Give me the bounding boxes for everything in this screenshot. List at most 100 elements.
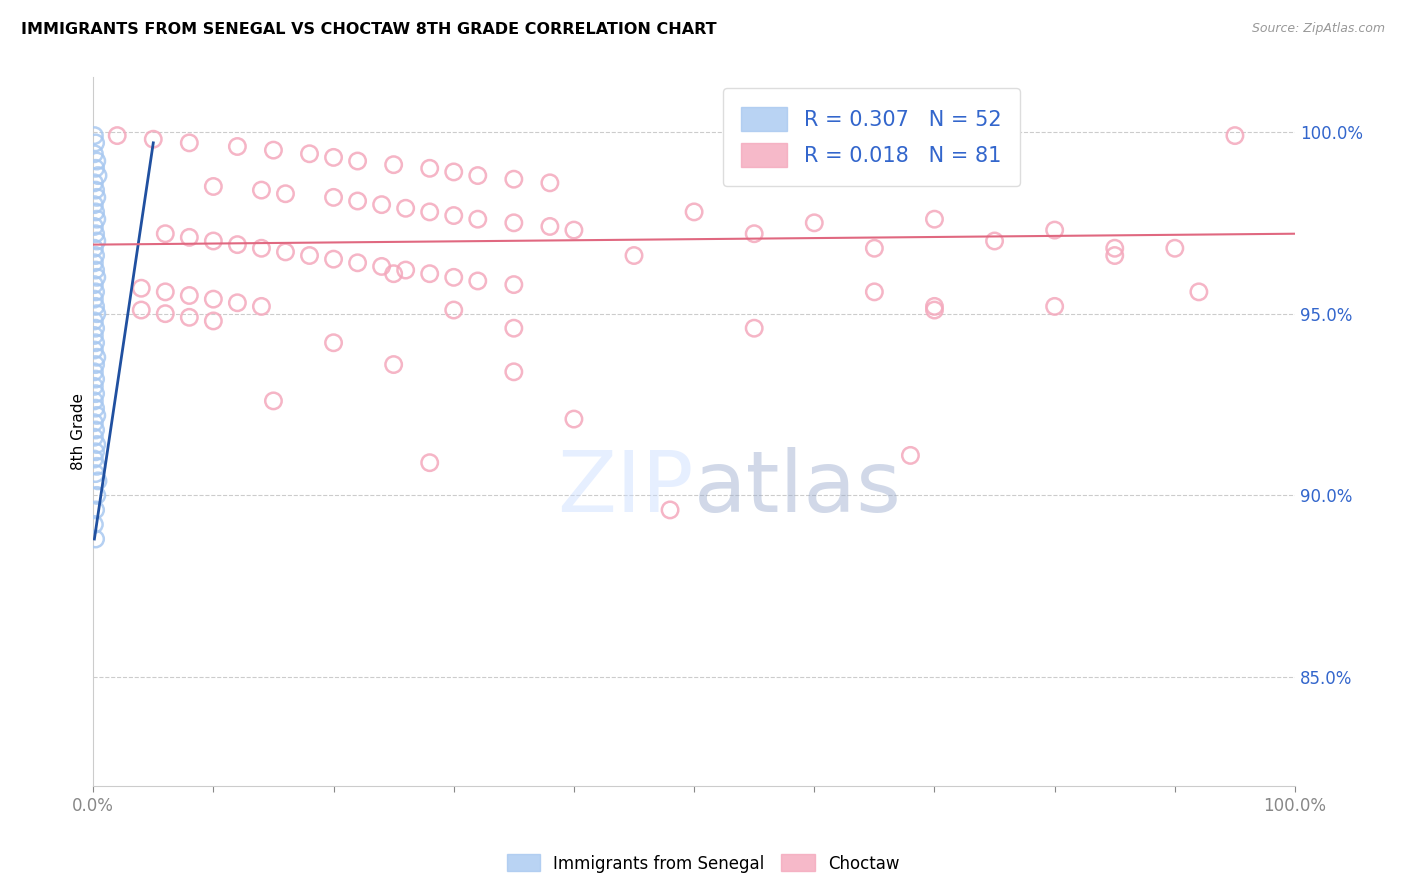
Point [262, 143, 284, 157]
Point [87, 169, 110, 183]
Point [226, 237, 249, 252]
Point [502, 172, 524, 186]
Point [83, 128, 105, 143]
Point [129, 303, 152, 318]
Point [86, 154, 108, 169]
Point [84, 386, 107, 401]
Point [467, 212, 489, 227]
Point [84, 227, 107, 241]
Point [395, 201, 418, 215]
Point [1188, 285, 1211, 299]
Point [924, 212, 946, 227]
Point [179, 230, 201, 244]
Point [443, 303, 465, 318]
Point [83, 277, 105, 292]
Point [226, 295, 249, 310]
Point [86, 409, 108, 423]
Point [562, 412, 585, 426]
Point [250, 300, 273, 314]
Point [83, 379, 105, 393]
Y-axis label: 8th Grade: 8th Grade [72, 393, 86, 470]
Point [86, 459, 108, 474]
Point [83, 416, 105, 430]
Point [419, 205, 441, 219]
Point [86, 351, 108, 365]
Point [419, 456, 441, 470]
Point [502, 277, 524, 292]
Point [382, 267, 405, 281]
Point [538, 176, 561, 190]
Point [86, 437, 108, 451]
Point [863, 285, 886, 299]
Point [502, 216, 524, 230]
Point [83, 517, 105, 532]
Point [87, 474, 110, 488]
Text: Source: ZipAtlas.com: Source: ZipAtlas.com [1251, 22, 1385, 36]
Point [538, 219, 561, 234]
Point [250, 241, 273, 255]
Point [202, 179, 225, 194]
Point [502, 321, 524, 335]
Point [924, 300, 946, 314]
Point [83, 146, 105, 161]
Point [86, 488, 108, 502]
Point [1223, 128, 1246, 143]
Point [84, 532, 107, 546]
Point [83, 314, 105, 328]
Point [83, 328, 105, 343]
Point [83, 393, 105, 408]
Point [84, 205, 107, 219]
Point [250, 183, 273, 197]
Point [84, 321, 107, 335]
Point [86, 190, 108, 204]
Point [84, 136, 107, 150]
Point [84, 467, 107, 481]
Point [443, 270, 465, 285]
Point [83, 452, 105, 467]
Point [155, 307, 177, 321]
Point [298, 248, 321, 262]
Point [86, 212, 108, 227]
Point [382, 158, 405, 172]
Point [419, 267, 441, 281]
Point [83, 219, 105, 234]
Point [742, 227, 765, 241]
Point [443, 165, 465, 179]
Point [502, 365, 524, 379]
Point [1043, 300, 1066, 314]
Text: ZIP: ZIP [558, 447, 695, 530]
Text: IMMIGRANTS FROM SENEGAL VS CHOCTAW 8TH GRADE CORRELATION CHART: IMMIGRANTS FROM SENEGAL VS CHOCTAW 8TH G… [21, 22, 717, 37]
Point [202, 314, 225, 328]
Point [346, 194, 368, 208]
Point [683, 205, 706, 219]
Point [84, 401, 107, 416]
Point [84, 444, 107, 458]
Legend: R = 0.307   N = 52, R = 0.018   N = 81: R = 0.307 N = 52, R = 0.018 N = 81 [723, 87, 1021, 186]
Point [346, 256, 368, 270]
Point [322, 190, 344, 204]
Point [84, 503, 107, 517]
Point [142, 132, 165, 146]
Point [900, 449, 922, 463]
Point [562, 223, 585, 237]
Point [467, 169, 489, 183]
Point [83, 197, 105, 211]
Point [226, 139, 249, 153]
Point [803, 216, 825, 230]
Point [83, 365, 105, 379]
Point [395, 263, 418, 277]
Point [86, 234, 108, 248]
Point [274, 186, 297, 201]
Point [84, 300, 107, 314]
Point [924, 303, 946, 318]
Point [84, 183, 107, 197]
Point [84, 161, 107, 176]
Point [262, 393, 284, 408]
Point [983, 234, 1005, 248]
Point [370, 260, 392, 274]
Point [419, 161, 441, 176]
Point [83, 176, 105, 190]
Point [84, 358, 107, 372]
Point [84, 285, 107, 299]
Point [322, 150, 344, 164]
